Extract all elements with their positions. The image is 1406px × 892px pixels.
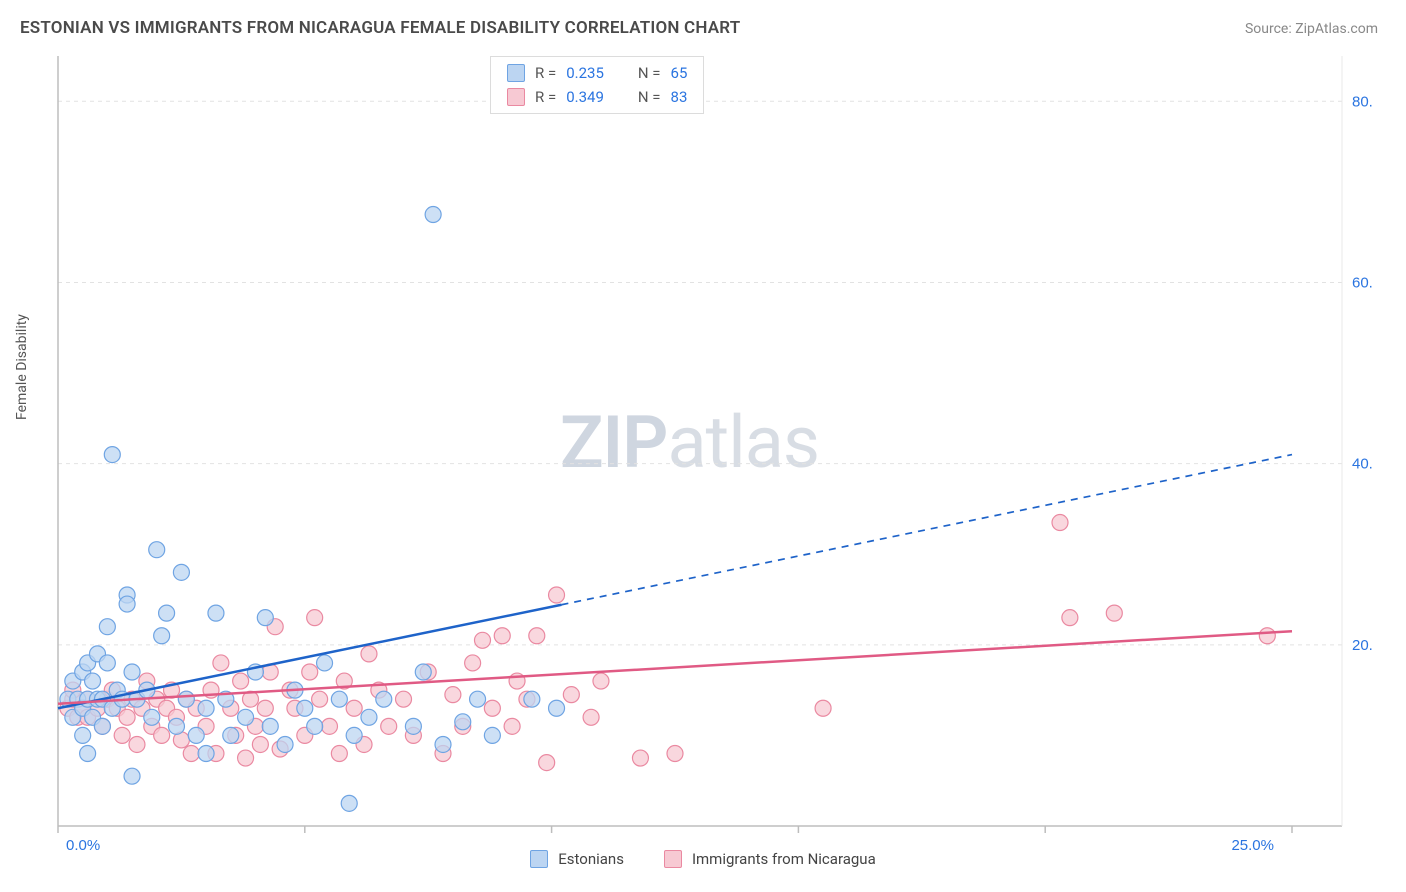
n-value-est: 65 <box>671 64 688 82</box>
series-legend: Estonians Immigrants from Nicaragua <box>0 850 1406 868</box>
swatch-nicaragua <box>664 850 682 868</box>
legend-label-est: Estonians <box>558 850 624 868</box>
r-label: R = <box>535 88 556 106</box>
legend-label-nic: Immigrants from Nicaragua <box>692 850 876 868</box>
y-axis-label: Female Disability <box>14 314 30 420</box>
svg-text:80.0%: 80.0% <box>1352 93 1372 110</box>
svg-text:20.0%: 20.0% <box>1352 637 1372 654</box>
legend-item-estonians: Estonians <box>530 850 624 868</box>
r-value-nic: 0.349 <box>566 88 604 106</box>
r-value-est: 0.235 <box>566 64 604 82</box>
source-label: Source: ZipAtlas.com <box>1245 21 1378 37</box>
scatter-svg: 20.0%40.0%60.0%80.0%0.0%25.0% <box>52 56 1372 856</box>
plot-area: 20.0%40.0%60.0%80.0%0.0%25.0% <box>52 56 1372 826</box>
chart-title: ESTONIAN VS IMMIGRANTS FROM NICARAGUA FE… <box>20 18 740 38</box>
stats-row-nicaragua: R = 0.349 N = 83 <box>491 85 703 109</box>
legend-item-nicaragua: Immigrants from Nicaragua <box>664 850 876 868</box>
r-label: R = <box>535 64 556 82</box>
swatch-estonians <box>507 64 525 82</box>
stats-row-estonians: R = 0.235 N = 65 <box>491 61 703 85</box>
swatch-estonians <box>530 850 548 868</box>
stats-legend: R = 0.235 N = 65 R = 0.349 N = 83 <box>490 56 704 114</box>
swatch-nicaragua <box>507 88 525 106</box>
n-label: N = <box>638 88 661 106</box>
svg-text:40.0%: 40.0% <box>1352 456 1372 473</box>
svg-text:60.0%: 60.0% <box>1352 274 1372 291</box>
n-value-nic: 83 <box>671 88 688 106</box>
n-label: N = <box>638 64 661 82</box>
